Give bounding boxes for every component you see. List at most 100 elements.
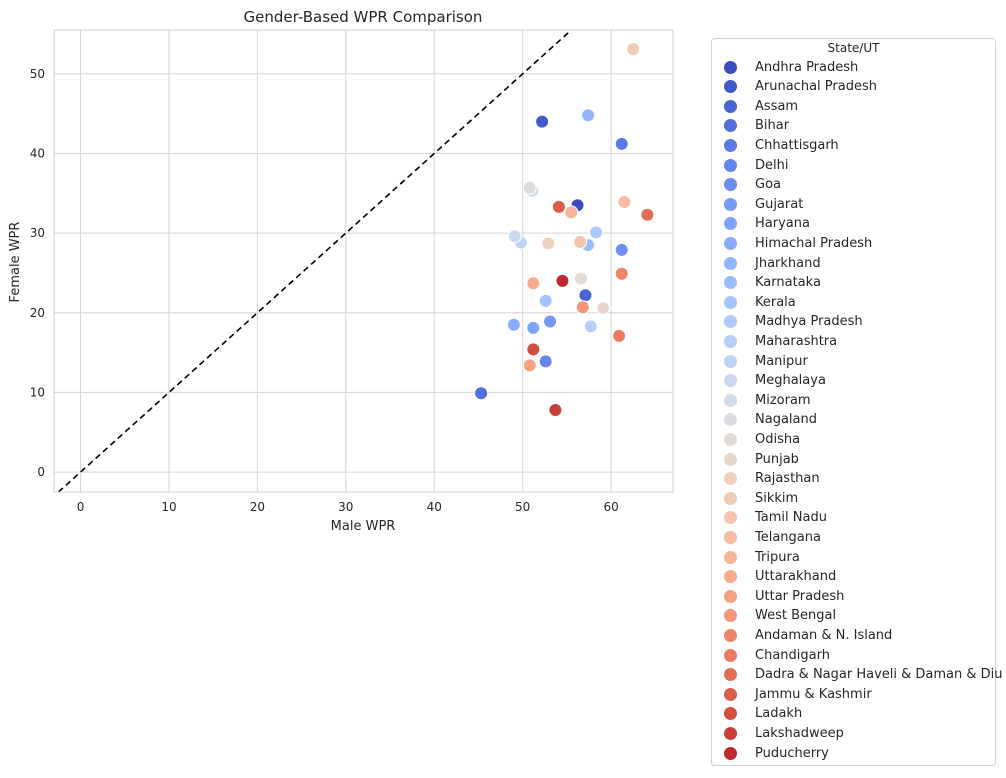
legend-marker xyxy=(724,178,737,192)
data-point xyxy=(578,288,593,303)
legend-item: Uttar Pradesh xyxy=(724,587,844,605)
legend-label: West Bengal xyxy=(755,608,837,624)
legend-marker xyxy=(724,491,737,505)
y-tick-label: 50 xyxy=(30,67,45,81)
legend-item: Odisha xyxy=(724,430,800,448)
scatter-chart: 0 10 20 30 40 50 60 0 10 20 30 40 50 Gender-Based W… xyxy=(8,8,674,534)
legend-item: Tamil Nadu xyxy=(724,509,827,527)
legend-marker xyxy=(724,334,737,348)
legend-label: Dadra & Nagar Haveli & Daman & Diu xyxy=(755,667,1003,683)
data-point xyxy=(538,293,553,308)
data-point xyxy=(612,328,627,343)
x-tick-label: 10 xyxy=(161,500,176,514)
legend-item: Mizoram xyxy=(724,391,811,409)
legend-item: Andaman & N. Island xyxy=(724,626,892,644)
legend-item: Arunachal Pradesh xyxy=(724,78,877,96)
data-point xyxy=(614,136,629,151)
data-point xyxy=(535,114,550,129)
data-point xyxy=(574,271,589,286)
x-axis-label: Male WPR xyxy=(331,519,396,534)
legend-label: Himachal Pradesh xyxy=(755,235,873,251)
legend-label: Madhya Pradesh xyxy=(755,314,863,330)
data-point xyxy=(522,358,537,373)
legend-marker xyxy=(724,472,737,486)
legend-item: Andhra Pradesh xyxy=(724,58,858,76)
legend-marker xyxy=(724,256,737,270)
legend-marker xyxy=(724,452,737,466)
data-point xyxy=(614,242,629,257)
data-point xyxy=(596,300,611,315)
x-tick-label: 60 xyxy=(603,500,618,514)
legend-marker xyxy=(724,609,737,623)
legend-marker xyxy=(724,570,737,584)
legend-item: West Bengal xyxy=(724,607,836,625)
legend-item: Sikkim xyxy=(724,489,798,507)
data-point xyxy=(564,205,579,220)
legend-label: Arunachal Pradesh xyxy=(755,79,877,95)
legend-marker xyxy=(724,550,737,564)
legend-item: Gujarat xyxy=(724,195,803,213)
legend-marker xyxy=(724,119,737,133)
legend-label: Maharashtra xyxy=(755,333,838,349)
data-point xyxy=(614,266,629,281)
data-point xyxy=(522,180,537,195)
legend-item: Kerala xyxy=(724,293,796,311)
legend-label: Karnataka xyxy=(755,275,821,291)
legend-item: Chhattisgarh xyxy=(724,136,839,154)
y-tick-label: 40 xyxy=(30,146,45,160)
legend-label: Tamil Nadu xyxy=(755,510,827,526)
x-tick-labels: 0 10 20 30 40 50 60 xyxy=(77,500,619,514)
data-point xyxy=(538,354,553,369)
legend-item: Puducherry xyxy=(724,744,829,762)
legend-label: Ladakh xyxy=(755,706,803,722)
y-tick-label: 10 xyxy=(30,385,45,399)
legend-label: Haryana xyxy=(755,216,810,232)
legend-label: Manipur xyxy=(755,353,808,369)
legend-item: Rajasthan xyxy=(724,470,820,488)
legend-marker xyxy=(724,197,737,211)
legend-label: Punjab xyxy=(755,451,799,467)
legend-label: Mizoram xyxy=(755,392,811,408)
legend-label: Chhattisgarh xyxy=(755,137,839,153)
data-point xyxy=(626,42,641,57)
legend-item: Himachal Pradesh xyxy=(724,234,872,252)
legend-label: Uttarakhand xyxy=(755,569,837,585)
data-point xyxy=(474,386,489,401)
legend-label: Kerala xyxy=(755,294,796,310)
legend-marker xyxy=(724,746,737,760)
legend-label: Jharkhand xyxy=(755,255,821,271)
data-point xyxy=(543,314,558,329)
legend-item: Tripura xyxy=(724,548,800,566)
legend-marker xyxy=(724,530,737,544)
legend-item: Goa xyxy=(724,176,781,194)
legend-marker xyxy=(724,295,737,309)
y-tick-label: 0 xyxy=(37,465,45,479)
legend-marker xyxy=(724,432,737,446)
data-point xyxy=(506,317,521,332)
legend-label: Sikkim xyxy=(755,490,799,506)
data-point xyxy=(583,319,598,334)
legend-label: Delhi xyxy=(755,157,789,173)
legend-marker xyxy=(724,707,737,721)
data-point xyxy=(555,273,570,288)
legend-item: Lakshadweep xyxy=(724,724,844,742)
data-point xyxy=(575,300,590,315)
legend-item: Assam xyxy=(724,97,798,115)
y-axis-label: Female WPR xyxy=(8,222,23,303)
data-points xyxy=(474,42,655,417)
legend-label: Goa xyxy=(755,177,781,193)
x-tick-label: 30 xyxy=(338,500,353,514)
legend-label: Odisha xyxy=(755,431,801,447)
legend-title: State/UT xyxy=(827,41,880,55)
legend-marker xyxy=(724,276,737,290)
legend-item: Maharashtra xyxy=(724,332,837,350)
legend-label: Gujarat xyxy=(755,196,804,212)
data-point xyxy=(526,342,541,357)
legend-label: Meghalaya xyxy=(755,373,826,389)
legend-item: Nagaland xyxy=(724,411,817,429)
legend-item: Haryana xyxy=(724,215,810,233)
legend-marker xyxy=(724,374,737,388)
legend-marker xyxy=(724,217,737,231)
data-point xyxy=(507,229,522,244)
legend-marker xyxy=(724,393,737,407)
